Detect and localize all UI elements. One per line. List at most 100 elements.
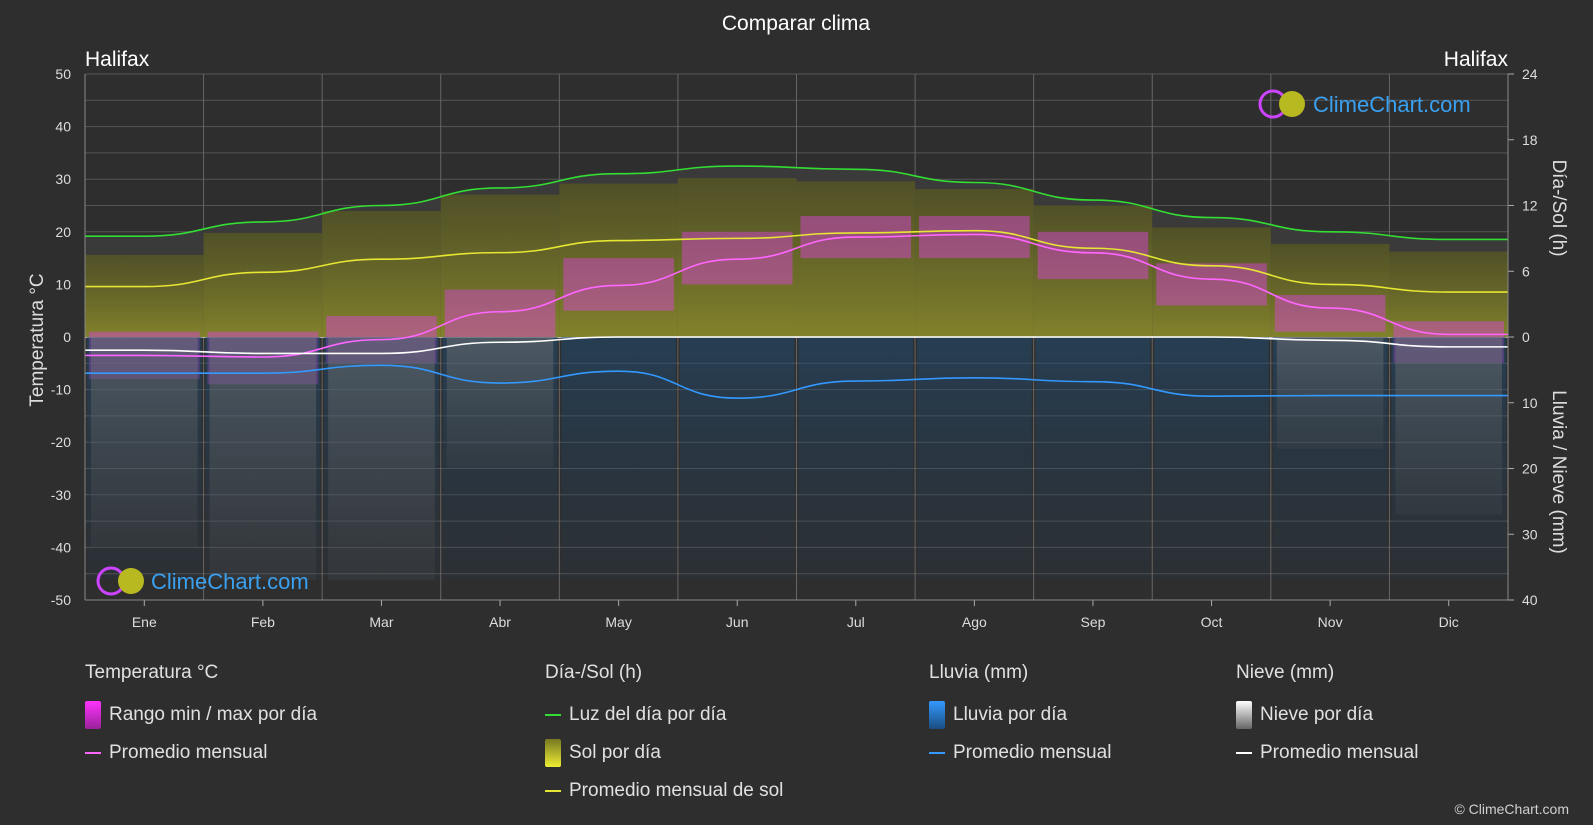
watermark-bottom: ClimeChart.com [96, 566, 309, 596]
legend-item: Sol por día [545, 734, 783, 772]
rain-bar [917, 337, 1032, 579]
y-left-tick-label: -50 [51, 592, 71, 608]
x-tick-label: Ene [132, 614, 157, 630]
y-right-bottom-tick-label: 20 [1522, 461, 1538, 477]
x-tick-label: Jun [726, 614, 749, 630]
legend-item: Promedio mensual [1236, 734, 1418, 772]
sunshine-bar [85, 254, 204, 337]
y-left-tick-label: 0 [63, 329, 71, 345]
sunshine-avg-line [85, 229, 1508, 293]
sunshine-bar [203, 232, 323, 337]
x-tick-label: Ago [962, 614, 987, 630]
rain-bar [679, 337, 795, 579]
y-left-tick-label: -20 [51, 434, 71, 450]
legend-item-label: Rango min / max por día [109, 704, 318, 725]
legend-item: Luz del día por día [545, 696, 783, 734]
snow-bar [209, 337, 317, 581]
y-right-top-tick-label: 6 [1522, 263, 1530, 279]
x-tick-label: Oct [1201, 614, 1223, 630]
x-tick-label: Mar [369, 614, 393, 630]
temp-avg-line [84, 233, 1508, 358]
y-right-bottom-tick-label: 10 [1522, 395, 1538, 411]
x-tick-label: Dic [1439, 614, 1459, 630]
y-left-tick-label: -10 [51, 382, 71, 398]
x-tick-label: Nov [1318, 614, 1343, 630]
snow-bar [1276, 337, 1384, 449]
sunshine-bar [1152, 227, 1271, 337]
y-left-tick-label: 40 [55, 119, 71, 135]
legend-item: Rango min / max por día [85, 696, 317, 734]
location-right: Halifax [1444, 48, 1509, 71]
sunshine-swatch [545, 739, 561, 767]
rain-bar [1154, 337, 1269, 579]
temp-range-bar [563, 258, 674, 311]
y-right-top-tick-label: 12 [1522, 198, 1538, 214]
sunshine-bar [1270, 243, 1390, 337]
rain-avg-swatch [929, 752, 945, 754]
y-right-bottom-tick-label: 30 [1522, 526, 1538, 542]
x-tick-label: Abr [489, 614, 511, 630]
legend-sun-title: Día-/Sol (h) [545, 662, 643, 683]
sun-avg-swatch [545, 790, 561, 792]
sunshine-bar [322, 210, 441, 337]
snow-avg-swatch [1236, 752, 1252, 754]
legend-item-label: Promedio mensual de sol [569, 780, 784, 801]
sunshine-bar [1389, 251, 1508, 337]
y-left-tick-label: 50 [55, 66, 71, 82]
daylight-line [84, 165, 1508, 241]
sunshine-bar [1033, 205, 1153, 337]
rain-swatch [929, 701, 945, 729]
snow-bar [328, 337, 435, 581]
sunshine-bar [796, 181, 916, 337]
legend-temperature-title: Temperatura °C [85, 662, 219, 683]
snow-bar [446, 337, 554, 469]
copyright: © ClimeChart.com [1454, 801, 1569, 817]
legend-item-label: Luz del día por día [569, 704, 727, 725]
y-left-tick-label: -30 [51, 487, 71, 503]
legend-item-label: Sol por día [569, 742, 661, 763]
y-right-bottom-axis-label: Lluvia / Nieve (mm) [1548, 390, 1569, 554]
logo-sun-icon [1279, 91, 1305, 117]
sunshine-bar [559, 183, 678, 337]
axes: 50 40 30 20 10 0 -10 -20 -30 -40 -50 24 18 12 6 0 10 20 30… [51, 66, 1538, 630]
snow-bar [91, 337, 198, 548]
x-tick-label: Sep [1080, 614, 1105, 630]
legend-rain-title: Lluvia (mm) [929, 662, 1029, 683]
watermark-top: ClimeChart.com [1258, 89, 1471, 119]
watermark-text-top: ClimeChart.com [1313, 92, 1471, 117]
temp-range-bar [444, 289, 556, 337]
legend-temperature: Temperatura °C Rango min / max por día P… [85, 662, 317, 772]
x-tick-label: Jul [847, 614, 865, 630]
legend-item: Promedio mensual de sol [545, 772, 783, 810]
y-left-tick-label: 30 [55, 171, 71, 187]
snow-avg-line [84, 336, 1508, 355]
x-tick-label: May [605, 614, 631, 630]
legend-item-label: Promedio mensual [1260, 742, 1419, 763]
legend-snow-title: Nieve (mm) [1236, 662, 1335, 683]
logo-sun-icon [118, 568, 144, 594]
daylight-swatch [545, 714, 561, 716]
legend-item-label: Promedio mensual [953, 742, 1112, 763]
legend-item: Nieve por día [1236, 696, 1418, 734]
temp-range-swatch [85, 701, 101, 729]
temp-range-bar [919, 216, 1030, 259]
location-left: Halifax [85, 48, 150, 71]
y-right-top-axis-label: Día-/Sol (h) [1548, 159, 1569, 256]
legend-item: Lluvia por día [929, 696, 1111, 734]
y-left-tick-label: 10 [55, 276, 71, 292]
snow-bar [1395, 337, 1502, 515]
rain-bar [561, 337, 676, 579]
snow-swatch [1236, 701, 1252, 729]
legend-item-label: Lluvia por día [953, 704, 1068, 725]
y-left-tick-label: -40 [51, 539, 71, 555]
legend-item: Promedio mensual [85, 734, 317, 772]
temp-avg-swatch [85, 752, 101, 754]
y-right-top-tick-label: 18 [1522, 132, 1538, 148]
legend-rain: Lluvia (mm) Lluvia por día Promedio mens… [929, 662, 1111, 772]
sunshine-bar [440, 194, 560, 337]
watermark-text-bottom: ClimeChart.com [151, 569, 309, 594]
rain-bar [1035, 337, 1151, 579]
y-right-bottom-tick-label: 40 [1522, 592, 1538, 608]
x-tick-label: Feb [251, 614, 275, 630]
